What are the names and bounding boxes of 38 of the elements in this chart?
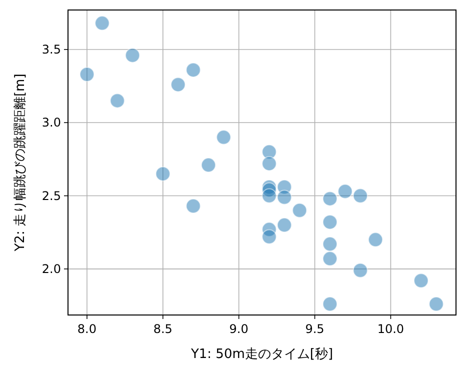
point <box>428 296 444 312</box>
point <box>338 184 353 199</box>
point <box>186 198 201 214</box>
y-tick-label: 3.0 <box>42 116 61 130</box>
point <box>155 166 170 182</box>
point <box>368 232 384 248</box>
point <box>94 16 110 31</box>
point <box>186 62 201 78</box>
x-tick-label: 8.0 <box>77 322 97 336</box>
point <box>292 202 308 218</box>
point <box>200 158 216 173</box>
point <box>276 190 292 205</box>
y-tick-label: 2.5 <box>42 188 61 203</box>
x-tick-label: 8.5 <box>153 322 172 336</box>
point <box>170 77 186 92</box>
point <box>79 66 94 82</box>
y-tick-label: 3.5 <box>42 42 61 56</box>
point <box>216 130 232 145</box>
point <box>110 93 125 108</box>
y-axis-title: Y2: 走り幅跳びの跳躍距離[m] <box>13 74 28 252</box>
point <box>322 236 338 252</box>
point <box>262 229 277 244</box>
point <box>414 273 429 288</box>
x-tick-label: 9.5 <box>305 322 324 336</box>
point <box>322 251 338 266</box>
point <box>262 188 277 204</box>
point <box>276 218 292 233</box>
point <box>125 48 140 63</box>
x-tick-label: 9.0 <box>229 322 248 336</box>
x-tick-label: 10.0 <box>377 322 404 336</box>
x-axis-title: Y1: 50m走のタイム[秒] <box>190 347 334 362</box>
point <box>322 296 338 312</box>
y-tick-label: 2.0 <box>42 262 61 276</box>
point <box>262 156 277 172</box>
point <box>352 188 368 204</box>
point <box>322 191 338 206</box>
point <box>322 214 338 230</box>
point <box>352 262 368 278</box>
